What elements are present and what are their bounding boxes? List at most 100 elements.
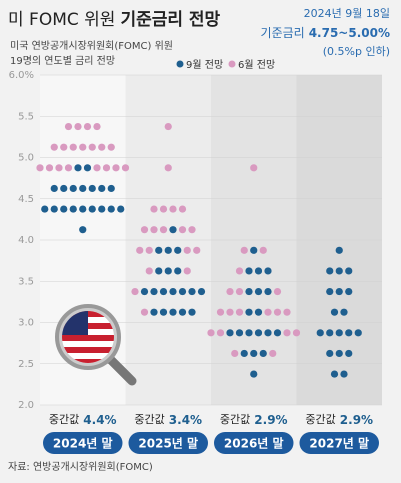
dot (345, 287, 353, 296)
dot (174, 267, 182, 275)
dot (74, 122, 82, 131)
y-tick-label: 5.0 (18, 153, 34, 164)
dot (98, 143, 106, 151)
dot (159, 308, 168, 316)
dot (245, 308, 253, 316)
date: 2024년 9월 18일 (304, 6, 390, 20)
dot (88, 205, 96, 213)
rate-note: (0.5%p 인하) (323, 44, 390, 58)
magnifier-handle (105, 354, 137, 386)
median-prefix: 중간값 (134, 413, 164, 426)
dot (159, 226, 168, 234)
rate-value: 4.75~5.00% (309, 26, 390, 40)
dot (107, 184, 115, 193)
dot (74, 164, 82, 172)
dot (235, 267, 244, 275)
median-prefix: 중간값 (220, 413, 250, 426)
dot (164, 122, 172, 131)
dot (169, 308, 177, 316)
dot (264, 329, 272, 337)
y-tick-label: 4.0 (18, 235, 34, 246)
dot (98, 184, 106, 193)
y-tick-label: 3.5 (18, 276, 34, 287)
dot (169, 226, 177, 234)
dot (207, 329, 215, 337)
category-pill (299, 432, 379, 454)
dot (340, 370, 348, 378)
magnifier-icon (55, 304, 137, 386)
dot (36, 164, 44, 172)
median-prefix: 중간값 (305, 413, 335, 426)
title-bold: 기준금리 전망 (120, 10, 220, 30)
dot (140, 226, 149, 234)
dot (250, 370, 258, 378)
dot (188, 287, 196, 296)
dot (169, 205, 177, 213)
subtitle: 19명의 연도별 금리 전망 (10, 55, 115, 67)
dot (79, 184, 87, 193)
dot (345, 329, 353, 337)
dot (102, 164, 111, 172)
y-tick-label: 2.0 (18, 400, 34, 411)
dot (164, 246, 172, 254)
y-tick-label: 3.0 (18, 318, 34, 329)
dot (273, 308, 282, 316)
dot (150, 226, 158, 234)
dot (340, 308, 348, 316)
dot (64, 164, 73, 172)
dot (245, 267, 253, 275)
x-tick-label: 2027년 말 (309, 437, 369, 451)
median-label: 중간값 4.4% (49, 413, 117, 427)
source: 자료: 연방공개시장위원회(FOMC) (8, 460, 153, 473)
dot (150, 308, 158, 316)
x-tick-label: 2025년 말 (138, 437, 198, 451)
dot (178, 226, 187, 234)
dot (140, 287, 149, 296)
median-value: 4.4% (83, 413, 116, 427)
dot (55, 164, 63, 172)
dot (155, 246, 163, 254)
dot (264, 267, 272, 275)
dot (250, 246, 258, 254)
dot (159, 287, 168, 296)
dot (112, 164, 120, 172)
dot (345, 349, 353, 358)
y-tick-label: 2.5 (18, 359, 34, 370)
dot (164, 164, 172, 172)
dot (50, 184, 58, 193)
dot (50, 205, 58, 213)
dot (335, 267, 343, 275)
dot (164, 267, 172, 275)
dot (292, 329, 301, 337)
dot (69, 184, 77, 193)
dot (64, 122, 73, 131)
dot (250, 164, 258, 172)
legend-dot (228, 60, 236, 68)
dot (178, 308, 187, 316)
dot (159, 205, 168, 213)
dot (150, 205, 158, 213)
dot (169, 287, 177, 296)
dot (345, 267, 353, 275)
dot (83, 164, 92, 172)
median-label: 중간값 2.9% (220, 413, 288, 427)
dot (240, 246, 248, 254)
dot (188, 226, 196, 234)
dot (88, 184, 96, 193)
dot (259, 246, 267, 254)
category-pill (43, 432, 123, 454)
median-value: 2.9% (254, 413, 287, 427)
dot (121, 164, 130, 172)
dot (259, 349, 267, 358)
dot (155, 267, 163, 275)
dot (79, 205, 87, 213)
dot (69, 205, 77, 213)
dot (326, 287, 334, 296)
dot (335, 246, 343, 254)
median-value: 2.9% (340, 413, 373, 427)
dot (264, 308, 272, 316)
median-label: 중간값 3.4% (134, 413, 202, 427)
dot (197, 287, 206, 296)
dot (335, 349, 343, 358)
